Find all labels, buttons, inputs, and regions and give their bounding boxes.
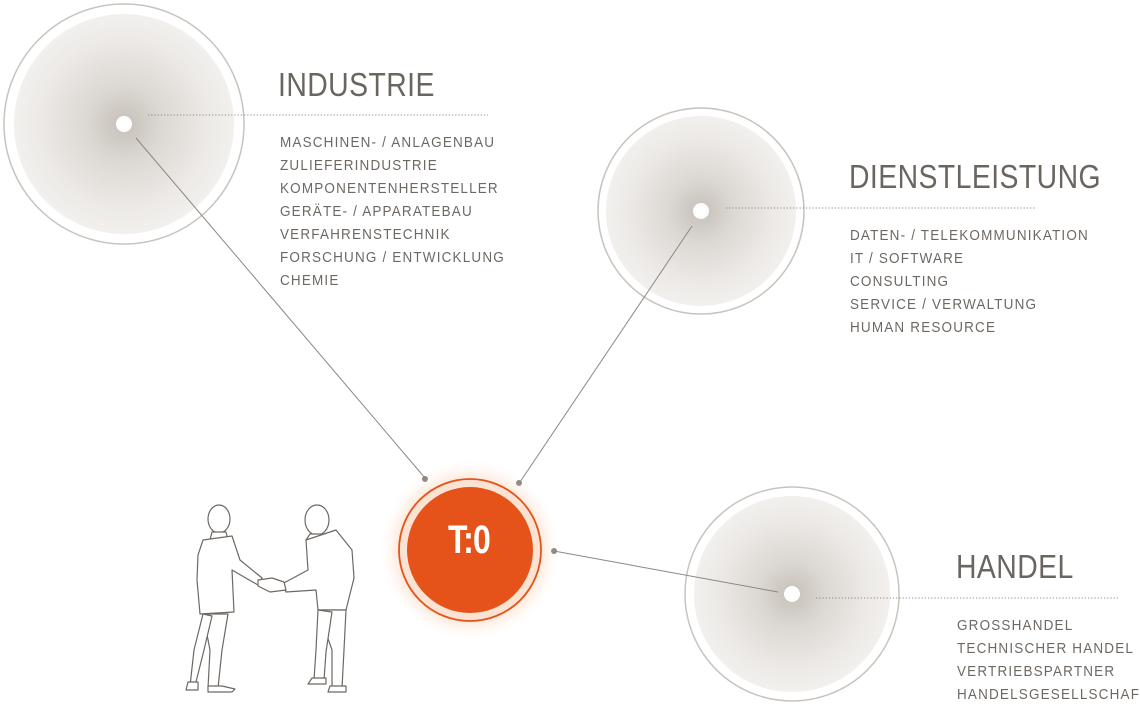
node-dot-dienstleistung [693, 203, 709, 219]
sector-title-dienstleistung: DIENSTLEISTUNG [849, 158, 1102, 195]
list-item: CONSULTING [850, 273, 950, 290]
sector-list-industrie: MASCHINEN- / ANLAGENBAU ZULIEFERINDUSTRI… [280, 131, 505, 292]
list-item: GERÄTE- / APPARATEBAU [280, 203, 473, 220]
list-item: HANDELSGESELLSCHAFT [957, 686, 1140, 703]
sector-list-handel: GROSSHANDEL TECHNISCHER HANDEL VERTRIEBS… [957, 614, 1140, 706]
connector-dienstleistung [519, 225, 693, 483]
hub-logo [378, 458, 562, 642]
list-item: VERFAHRENSTECHNIK [280, 226, 451, 243]
list-item: TECHNISCHER HANDEL [957, 640, 1135, 657]
list-item: MASCHINEN- / ANLAGENBAU [280, 134, 496, 151]
list-item: SERVICE / VERWALTUNG [850, 296, 1038, 313]
sector-circle-handel [684, 486, 900, 702]
list-item: DATEN- / TELEKOMMUNIKATION [850, 227, 1089, 244]
list-item: IT / SOFTWARE [850, 250, 965, 267]
list-item: FORSCHUNG / ENTWICKLUNG [280, 249, 505, 266]
sector-title-handel: HANDEL [956, 548, 1074, 585]
node-dot-industrie [116, 116, 132, 132]
list-item: GROSSHANDEL [957, 617, 1074, 634]
list-item: HUMAN RESOURCE [850, 319, 997, 336]
list-item: VERTRIEBSPARTNER [957, 663, 1116, 680]
sector-list-dienstleistung: DATEN- / TELEKOMMUNIKATION IT / SOFTWARE… [850, 224, 1089, 339]
hub-logo-label: T:0 [447, 518, 491, 562]
list-item: CHEMIE [280, 272, 340, 289]
connector-industrie [135, 137, 426, 479]
sector-title-industrie: INDUSTRIE [278, 66, 435, 103]
node-dot-handel [784, 586, 800, 602]
list-item: ZULIEFERINDUSTRIE [280, 157, 438, 174]
sector-circle-dienstleistung [597, 107, 805, 315]
handshake-businessmen-icon [185, 504, 355, 693]
sector-circle-industrie [3, 3, 245, 245]
connector-handel [553, 550, 779, 593]
list-item: KOMPONENTENHERSTELLER [280, 180, 499, 197]
